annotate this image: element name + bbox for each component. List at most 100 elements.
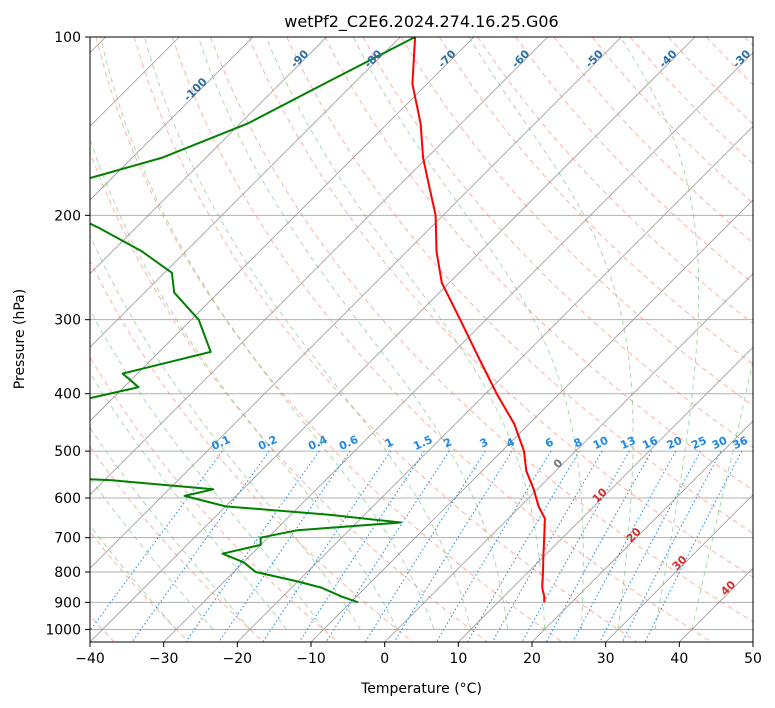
isotherm-label: -50 (583, 47, 606, 70)
dry-adiabat-line (324, 37, 753, 491)
x-tick-label: 10 (449, 651, 467, 667)
y-tick-label: 300 (54, 313, 81, 329)
moist-adiabat-line (90, 137, 398, 630)
temperature-line (411, 37, 546, 603)
mixing-ratio-label: 2 (442, 435, 454, 450)
x-tick-label: 30 (597, 651, 615, 667)
dry-adiabat-line (744, 37, 753, 47)
mixing-ratio-line (90, 450, 223, 632)
mixing-ratio-line (185, 450, 320, 642)
isotherm-line (237, 125, 753, 642)
isotherm-label: -70 (435, 47, 458, 70)
mixing-ratio-label: 30 (710, 434, 730, 452)
mixing-ratio-label: 6 (543, 435, 556, 450)
x-axis-label: Temperature (°C) (360, 681, 482, 697)
dry-adiabat-line (210, 37, 753, 623)
isotherm-line (90, 37, 696, 642)
mixing-ratio-line (521, 450, 630, 642)
dry-adiabat-line (400, 37, 753, 407)
dry-adiabat-line (553, 37, 753, 244)
moist-adiabat-line (352, 37, 584, 630)
moist-adiabat-line (620, 37, 700, 630)
chart-title: wetPf2_C2E6.2024.274.16.25.G06 (284, 12, 558, 32)
dry-adiabat-line (90, 445, 264, 642)
mixing-ratio-line (364, 450, 486, 642)
mixing-ratio-label: 10 (591, 434, 611, 452)
moist-adiabat-label: 10 (590, 485, 610, 505)
mixing-ratio-label: 36 (731, 434, 751, 452)
y-tick-label: 800 (54, 565, 81, 581)
mixing-ratio-line (393, 450, 513, 642)
x-tick-label: −10 (296, 651, 326, 667)
y-axis-label: Pressure (hPa) (12, 289, 28, 389)
mixing-ratio-line (218, 450, 351, 642)
moist-adiabat-line (90, 426, 251, 630)
profile-lines (90, 37, 546, 604)
isotherm-line (90, 37, 475, 422)
y-tick-label: 700 (54, 531, 81, 547)
mixing-ratio-line (644, 450, 743, 642)
dry-adiabat-line (706, 37, 753, 86)
mixing-ratio-line (298, 450, 425, 642)
isotherm-label: -90 (288, 47, 311, 70)
isotherm-line (90, 37, 401, 348)
isotherm-line (90, 37, 254, 201)
isotherm-line (679, 567, 753, 642)
y-tick-label: 500 (54, 444, 81, 460)
y-tick-label: 1000 (45, 622, 81, 638)
mixing-ratio-label: 1 (383, 435, 395, 450)
x-tick-label: 50 (744, 651, 762, 667)
plot-frame (89, 36, 754, 643)
moist-adiabat-label: 40 (718, 578, 738, 598)
x-tick-label: 0 (380, 651, 389, 667)
mixing-ratio-label: 20 (665, 434, 685, 452)
y-tick-label: 100 (54, 30, 81, 46)
x-tick-label: −20 (223, 651, 253, 667)
x-tick-label: 40 (670, 651, 688, 667)
y-tick-label: 200 (54, 208, 81, 224)
moist-adiabat-line (144, 37, 472, 630)
mixing-ratio-label: 13 (618, 434, 637, 452)
x-tick-label: −40 (75, 651, 105, 667)
dry-adiabat-line (90, 150, 488, 642)
dry-adiabat-line (133, 37, 638, 642)
mixing-ratio-label: 16 (640, 434, 660, 452)
isotherm-line (163, 52, 753, 642)
dry-adiabat-line (90, 531, 190, 642)
mixing-ratio-line (491, 450, 603, 642)
moist-adiabat-label: 20 (624, 525, 644, 545)
isotherm-line (752, 641, 753, 642)
x-tick-label: 20 (523, 651, 541, 667)
isotherm-line (531, 420, 753, 642)
moist-adiabat-line (691, 358, 753, 630)
y-tick-label: 400 (54, 387, 81, 403)
isotherm-line (90, 37, 622, 569)
dry-adiabat-line (515, 37, 753, 284)
isotherm-label: -60 (509, 47, 532, 70)
mixing-ratio-line (621, 450, 722, 642)
dry-adiabat-line (362, 37, 753, 449)
mixing-ratio-label: 1.5 (411, 433, 434, 453)
isotherm-label: -30 (730, 47, 753, 70)
moist-adiabat-line (468, 37, 634, 630)
mixing-ratio-line (435, 450, 552, 642)
mixing-ratio-line (131, 450, 270, 642)
isotherm-label: -40 (656, 47, 679, 70)
y-tick-label: 600 (54, 491, 81, 507)
isotherm-line (605, 494, 753, 642)
line-labels: 0.1 0.2 0.4 0.6 1 1.5 2 3 4 6 8 10 13 16 20 25 30 36-100-… (181, 47, 753, 598)
moist-adiabat-line (90, 524, 177, 630)
mixing-ratio-line (262, 450, 392, 642)
moist-adiabat-line (90, 477, 214, 630)
moist-adiabat-line (90, 371, 288, 630)
dry-adiabat-line (90, 356, 339, 642)
isotherm-line (90, 37, 548, 496)
mixing-ratio-label: 25 (689, 434, 708, 452)
isotherm-label: -80 (362, 47, 385, 70)
dry-adiabat-line (95, 37, 563, 642)
mixing-ratio-label: 0.2 (256, 433, 279, 453)
dry-adiabat-line (171, 37, 712, 642)
dry-adiabat-line (591, 37, 753, 204)
dry-adiabat-line (90, 259, 414, 642)
